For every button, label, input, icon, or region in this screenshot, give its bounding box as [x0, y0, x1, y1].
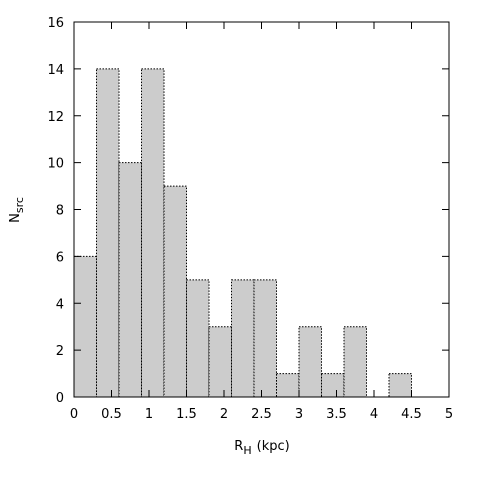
y-tick-label: 6 [56, 250, 64, 265]
bar [208, 326, 232, 398]
x-tick-label: 3.5 [326, 407, 347, 422]
bar [388, 373, 412, 398]
bar [321, 373, 345, 398]
y-tick-label: 16 [47, 16, 64, 31]
x-tick-label: 0.5 [101, 407, 122, 422]
bar [276, 373, 300, 398]
y-axis-label: Nsrc [8, 197, 26, 223]
bar [253, 279, 277, 398]
x-label-unit: (kpc) [257, 439, 290, 454]
bar [231, 279, 255, 398]
bar [298, 326, 322, 398]
x-tick-label: 2 [220, 407, 228, 422]
x-tick-label: 0 [70, 407, 78, 422]
bar [141, 68, 165, 398]
x-axis-label: RH (kpc) [234, 439, 289, 457]
x-tick-label: 4.5 [401, 407, 422, 422]
x-tick-label: 4 [370, 407, 378, 422]
y-tick-label: 2 [56, 344, 64, 359]
y-tick-label: 0 [56, 391, 64, 406]
bar [118, 162, 142, 398]
bar [186, 279, 210, 398]
x-tick-label: 1.5 [176, 407, 197, 422]
y-label-main: N [8, 213, 23, 223]
y-tick-label: 10 [47, 157, 64, 172]
bar [343, 326, 367, 398]
bar [96, 68, 120, 398]
bar [163, 185, 187, 398]
bar [73, 255, 97, 398]
y-tick-label: 12 [47, 110, 64, 125]
x-label-main: R [234, 439, 243, 454]
x-tick-label: 3 [295, 407, 303, 422]
y-tick-label: 14 [47, 63, 64, 78]
y-label-sub: src [13, 197, 26, 213]
x-tick-label: 1 [145, 407, 153, 422]
x-label-sub: H [243, 444, 251, 457]
x-tick-label: 2.5 [251, 407, 272, 422]
y-tick-label: 8 [56, 204, 64, 219]
y-tick-label: 4 [56, 297, 64, 312]
x-tick-label: 5 [445, 407, 453, 422]
